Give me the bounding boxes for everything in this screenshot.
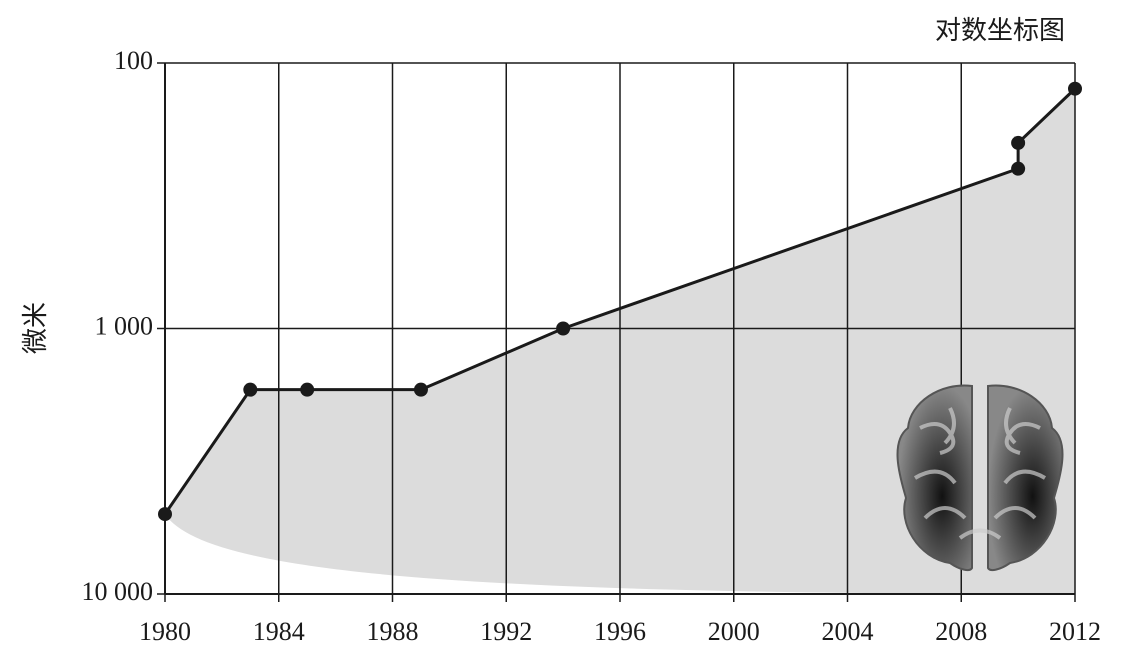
x-tick-label: 1984: [253, 617, 305, 646]
data-point: [1068, 81, 1082, 96]
data-point: [300, 382, 315, 397]
data-point: [413, 382, 428, 397]
data-point: [243, 382, 258, 397]
y-tick-label: 100: [114, 46, 153, 75]
y-tick-label: 10 000: [82, 577, 154, 606]
x-tick-label: 2008: [935, 617, 987, 646]
x-tick-label: 1988: [367, 617, 419, 646]
x-tick-label: 1996: [594, 617, 646, 646]
x-tick-label: 1992: [480, 617, 532, 646]
x-tick-label: 2012: [1049, 617, 1101, 646]
data-point: [158, 507, 172, 522]
y-tick-label: 1 000: [95, 311, 154, 340]
chart-title: 对数坐标图: [935, 16, 1065, 45]
y-axis-label: 微米: [21, 302, 50, 354]
x-tick-label: 2000: [708, 617, 760, 646]
x-tick-label: 1980: [139, 617, 191, 646]
brain-icon: [896, 384, 1064, 572]
x-tick-label: 2004: [822, 617, 874, 646]
data-point: [1011, 135, 1026, 150]
data-point: [1011, 161, 1026, 176]
data-point: [556, 321, 571, 336]
